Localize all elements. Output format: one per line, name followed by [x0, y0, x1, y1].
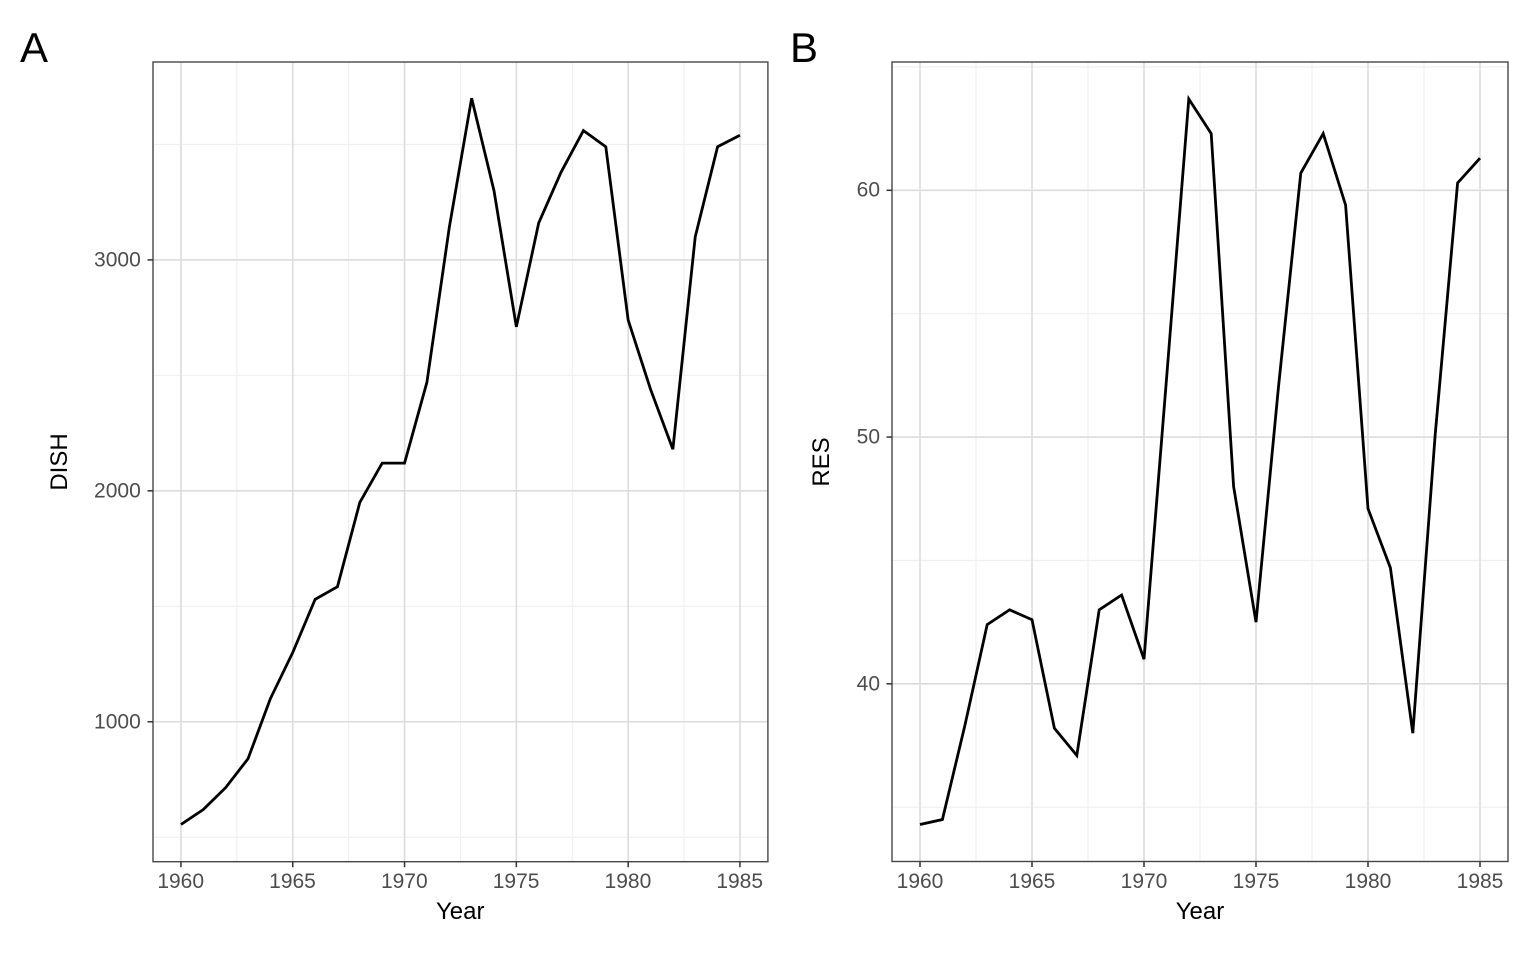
panel-tag-b: B	[790, 24, 819, 71]
x-tick-label-1985: 1985	[716, 870, 764, 893]
x-axis-title-year-b: Year	[1175, 898, 1225, 925]
y-tick-label-1000: 1000	[94, 710, 141, 734]
tick-marks	[147, 259, 741, 868]
x-tick-label-1970: 1970	[380, 870, 428, 893]
y-tick-label-40: 40	[856, 672, 880, 696]
plot-panel-b	[886, 61, 1509, 867]
y-tick-label-3000: 3000	[94, 248, 141, 272]
x-tick-label-1975: 1975	[492, 870, 540, 893]
data-line-dish	[179, 97, 741, 826]
data-line-res	[919, 94, 1482, 826]
y-axis-title-res: RES	[808, 437, 835, 487]
panel-tag-a: A	[20, 24, 49, 71]
x-tick-label-1980: 1980	[1344, 870, 1392, 893]
major-gridlines	[152, 62, 768, 862]
x-tick-label-1960: 1960	[896, 870, 944, 893]
plot-panel-a	[147, 61, 769, 868]
x-tick-label-1965: 1965	[1008, 870, 1056, 893]
minor-gridlines	[892, 62, 1508, 862]
x-axis-title-year-a: Year	[435, 898, 485, 925]
x-tick-label-1965: 1965	[269, 870, 316, 893]
y-tick-label-2000: 2000	[94, 479, 141, 503]
y-tick-label-50: 50	[856, 425, 880, 449]
panel-border	[891, 61, 1509, 863]
x-tick-label-1985: 1985	[1456, 870, 1504, 893]
tick-marks	[886, 189, 1481, 867]
y-axis-title-dish: DISH	[46, 433, 73, 491]
major-gridlines	[892, 62, 1508, 862]
y-tick-label-60: 60	[856, 178, 880, 202]
x-tick-label-1970: 1970	[1120, 870, 1168, 893]
x-tick-label-1975: 1975	[1232, 870, 1280, 893]
panel-border	[152, 61, 769, 863]
x-tick-label-1960: 1960	[157, 870, 205, 893]
minor-gridlines	[152, 62, 768, 862]
x-tick-label-1980: 1980	[604, 870, 652, 893]
